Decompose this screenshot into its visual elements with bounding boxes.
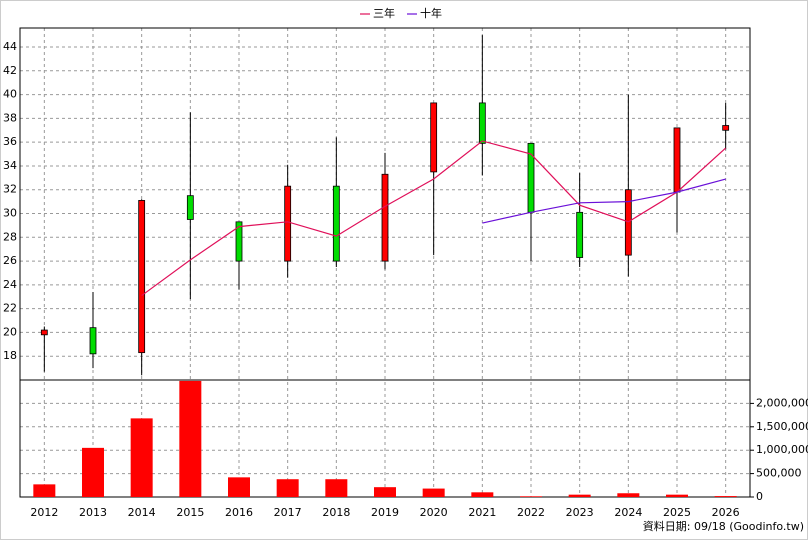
x-tick-label: 2020 xyxy=(420,506,448,519)
volume-bar xyxy=(179,380,202,497)
x-tick-label: 2016 xyxy=(225,506,253,519)
candle-body xyxy=(186,195,194,220)
volume-bar xyxy=(422,488,445,497)
x-tick-label: 2024 xyxy=(614,506,642,519)
candle-body xyxy=(138,200,146,354)
y2-tick-label: 1,000,000 xyxy=(756,443,808,456)
y2-tick-label: 1,500,000 xyxy=(756,420,808,433)
volume-bar xyxy=(130,418,153,497)
ma-line xyxy=(141,140,727,297)
x-tick-label: 2012 xyxy=(30,506,58,519)
volume-bar xyxy=(325,479,348,497)
volume-bar xyxy=(276,479,299,497)
legend-label: 三年 xyxy=(373,6,395,20)
x-tick-label: 2018 xyxy=(322,506,350,519)
y2-tick-label: 0 xyxy=(756,490,763,503)
volume-bar xyxy=(471,492,494,497)
volume-bar xyxy=(82,447,104,497)
candle-body xyxy=(381,173,389,262)
x-tick-label: 2014 xyxy=(128,506,156,519)
candle-body xyxy=(478,102,486,144)
y-tick-label: 34 xyxy=(3,159,17,172)
x-tick-label: 2023 xyxy=(566,506,594,519)
volume-bar xyxy=(617,493,640,497)
y-tick-label: 44 xyxy=(3,40,17,53)
x-tick-label: 2013 xyxy=(79,506,107,519)
y-tick-label: 24 xyxy=(3,278,17,291)
y2-tick-label: 2,000,000 xyxy=(756,396,808,409)
y-tick-label: 36 xyxy=(3,135,17,148)
x-tick-label: 2021 xyxy=(468,506,496,519)
y-tick-label: 32 xyxy=(3,183,17,196)
x-tick-label: 2019 xyxy=(371,506,399,519)
candle-body xyxy=(576,211,584,258)
source-note: 資料日期: 09/18 (Goodinfo.tw) xyxy=(643,519,804,533)
candle-body xyxy=(89,327,97,355)
volume-bar xyxy=(374,487,396,497)
legend-label: 十年 xyxy=(420,6,442,20)
y-tick-label: 18 xyxy=(3,349,17,362)
candle-body xyxy=(430,102,438,173)
y-tick-label: 38 xyxy=(3,111,17,124)
x-tick-label: 2026 xyxy=(712,506,740,519)
volume-bar xyxy=(33,484,56,497)
y-tick-label: 20 xyxy=(3,325,17,338)
volume-bar xyxy=(520,496,542,497)
volume-bar xyxy=(568,494,591,497)
x-tick-label: 2017 xyxy=(274,506,302,519)
y-tick-label: 26 xyxy=(3,254,17,267)
y2-tick-label: 500,000 xyxy=(756,467,802,480)
y-tick-label: 40 xyxy=(3,88,17,101)
volume-bar xyxy=(228,477,250,497)
y-tick-label: 28 xyxy=(3,230,17,243)
y-tick-label: 22 xyxy=(3,302,17,315)
candle-body xyxy=(40,329,48,336)
candle-body xyxy=(722,125,730,131)
candle-body xyxy=(673,127,681,193)
ma-line xyxy=(482,178,726,224)
volume-bar xyxy=(666,494,688,497)
volume-bar xyxy=(714,496,737,497)
candle-body xyxy=(332,185,340,262)
candle-body xyxy=(284,185,292,262)
x-tick-label: 2015 xyxy=(176,506,204,519)
y-tick-label: 42 xyxy=(3,64,17,77)
x-tick-label: 2022 xyxy=(517,506,545,519)
y-tick-label: 30 xyxy=(3,207,17,220)
x-tick-label: 2025 xyxy=(663,506,691,519)
candle-body xyxy=(235,221,243,262)
